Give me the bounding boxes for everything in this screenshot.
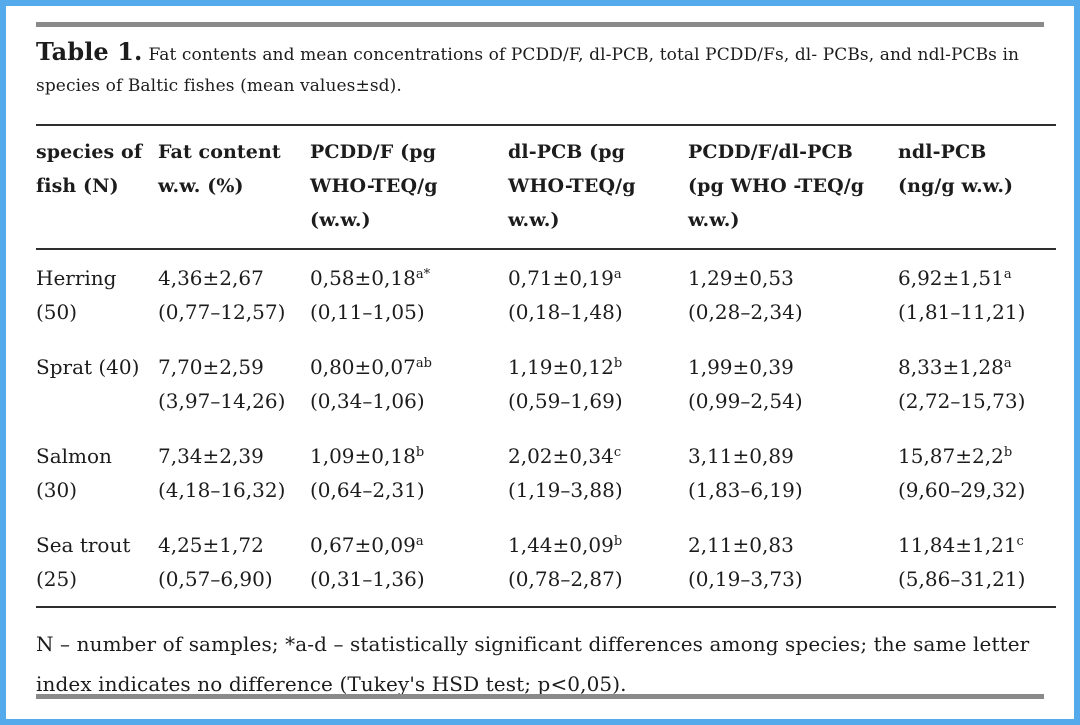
header-pcddf: PCDD/F (pg WHO-TEQ/g (w.w.) [310,141,438,231]
species-n: (25) [36,567,78,591]
range-value: (0,11–1,05) [310,300,425,324]
table-cell: 1,29±0,53 (0,28–2,34) [688,249,898,339]
table-cell: 0,58±0,18a* (0,11–1,05) [310,249,508,339]
mean-value: 1,19±0,12b [508,355,623,379]
header-species: species of fish (N) [36,141,143,197]
range-value: (0,57–6,90) [158,567,273,591]
mean-value: 2,11±0,83 [688,533,794,557]
range-value: (4,18–16,32) [158,478,286,502]
mean-value: 15,87±2,2b [898,444,1013,468]
range-value: (1,19–3,88) [508,478,623,502]
table-cell: 8,33±1,28a (2,72–15,73) [898,339,1056,428]
range-value: (1,81–11,21) [898,300,1026,324]
table-cell: 0,67±0,09a (0,31–1,36) [310,517,508,607]
table-header: species of fish (N) Fat content w.w. (%)… [36,125,1056,249]
range-value: (9,60–29,32) [898,478,1026,502]
range-value: (0,77–12,57) [158,300,286,324]
header-ndl-pcb: ndl-PCB (ng/g w.w.) [898,141,1014,197]
table-cell: 2,02±0,34c (1,19–3,88) [508,428,688,517]
species-name: Salmon [36,444,112,468]
table-footnote: N – number of samples; *a-d – statistica… [36,632,1030,696]
table-row-sea-trout: Sea trout (25) 4,25±1,72 (0,57–6,90) 0,67±… [36,517,1056,607]
range-value: (0,78–2,87) [508,567,623,591]
table-cell: 15,87±2,2b (9,60–29,32) [898,428,1056,517]
mean-value: 0,80±0,07ab [310,355,432,379]
table-cell: 4,36±2,67 (0,77–12,57) [158,249,310,339]
table-cell: 4,25±1,72 (0,57–6,90) [158,517,310,607]
table-row-sprat: Sprat (40) 7,70±2,59 (3,97–14,26) 0,80±0,… [36,339,1056,428]
table-cell: 3,11±0,89 (1,83–6,19) [688,428,898,517]
mean-value: 3,11±0,89 [688,444,794,468]
range-value: (0,59–1,69) [508,389,623,413]
mean-value: 0,67±0,09a [310,533,424,557]
mean-value: 1,09±0,18b [310,444,425,468]
table-caption-label: Table 1. [36,37,143,66]
range-value: (0,34–1,06) [310,389,425,413]
mean-value: 11,84±1,21c [898,533,1024,557]
range-value: (0,28–2,34) [688,300,803,324]
range-value: (0,99–2,54) [688,389,803,413]
mean-value: 7,70±2,59 [158,355,264,379]
header-dl-pcb: dl-PCB (pg WHO-TEQ/g w.w.) [508,141,636,231]
mean-value: 7,34±2,39 [158,444,264,468]
range-value: (0,18–1,48) [508,300,623,324]
species-n: (50) [36,300,78,324]
header-fat-content: Fat content w.w. (%) [158,141,281,197]
range-value: (0,64–2,31) [310,478,425,502]
table-body: Herring (50) 4,36±2,67 (0,77–12,57) 0,58±0… [36,249,1056,607]
table-cell: 0,71±0,19a (0,18–1,48) [508,249,688,339]
mean-value: 4,25±1,72 [158,533,264,557]
mean-value: 0,71±0,19a [508,266,622,290]
mean-value: 0,58±0,18a* [310,266,431,290]
table-cell: 6,92±1,51a (1,81–11,21) [898,249,1056,339]
mean-value: 2,02±0,34c [508,444,622,468]
species-name: Sea trout [36,533,131,557]
table-cell: 7,34±2,39 (4,18–16,32) [158,428,310,517]
species-cell: Salmon (30) [36,428,158,517]
mean-value: 1,29±0,53 [688,266,794,290]
table-row-salmon: Salmon (30) 7,34±2,39 (4,18–16,32) 1,09±0,… [36,428,1056,517]
mean-value: 4,36±2,67 [158,266,264,290]
mean-value: 1,99±0,39 [688,355,794,379]
table-row-herring: Herring (50) 4,36±2,67 (0,77–12,57) 0,58±0… [36,249,1056,339]
table-caption: Table 1. Fat contents and mean concentrat… [36,36,1044,102]
species-cell: Herring (50) [36,249,158,339]
range-value: (3,97–14,26) [158,389,286,413]
species-cell: Sea trout (25) [36,517,158,607]
species-name: Herring [36,266,117,290]
data-table: species of fish (N) Fat content w.w. (%)… [36,124,1056,608]
species-n: (30) [36,478,78,502]
table-caption-text: Fat contents and mean concentrations of … [36,45,1020,96]
header-pcddf-dl-pcb: PCDD/F/dl-PCB (pg WHO -TEQ/g w.w.) [688,141,865,231]
table-cell: 1,99±0,39 (0,99–2,54) [688,339,898,428]
table-cell: 0,80±0,07ab (0,34–1,06) [310,339,508,428]
table-cell: 2,11±0,83 (0,19–3,73) [688,517,898,607]
bottom-rule [36,694,1044,699]
range-value: (2,72–15,73) [898,389,1026,413]
mean-value: 8,33±1,28a [898,355,1012,379]
range-value: (5,86–31,21) [898,567,1026,591]
range-value: (1,83–6,19) [688,478,803,502]
header-row: species of fish (N) Fat content w.w. (%)… [36,125,1056,249]
table-cell: 7,70±2,59 (3,97–14,26) [158,339,310,428]
table-cell: 11,84±1,21c (5,86–31,21) [898,517,1056,607]
table-cell: 1,09±0,18b (0,64–2,31) [310,428,508,517]
species-name: Sprat (40) [36,355,140,379]
mean-value: 1,44±0,09b [508,533,623,557]
species-cell: Sprat (40) [36,339,158,428]
page: Table 1. Fat contents and mean concentrat… [6,6,1074,704]
range-value: (0,31–1,36) [310,567,425,591]
range-value: (0,19–3,73) [688,567,803,591]
table-cell: 1,19±0,12b (0,59–1,69) [508,339,688,428]
mean-value: 6,92±1,51a [898,266,1012,290]
table-cell: 1,44±0,09b (0,78–2,87) [508,517,688,607]
top-rule [36,22,1044,27]
